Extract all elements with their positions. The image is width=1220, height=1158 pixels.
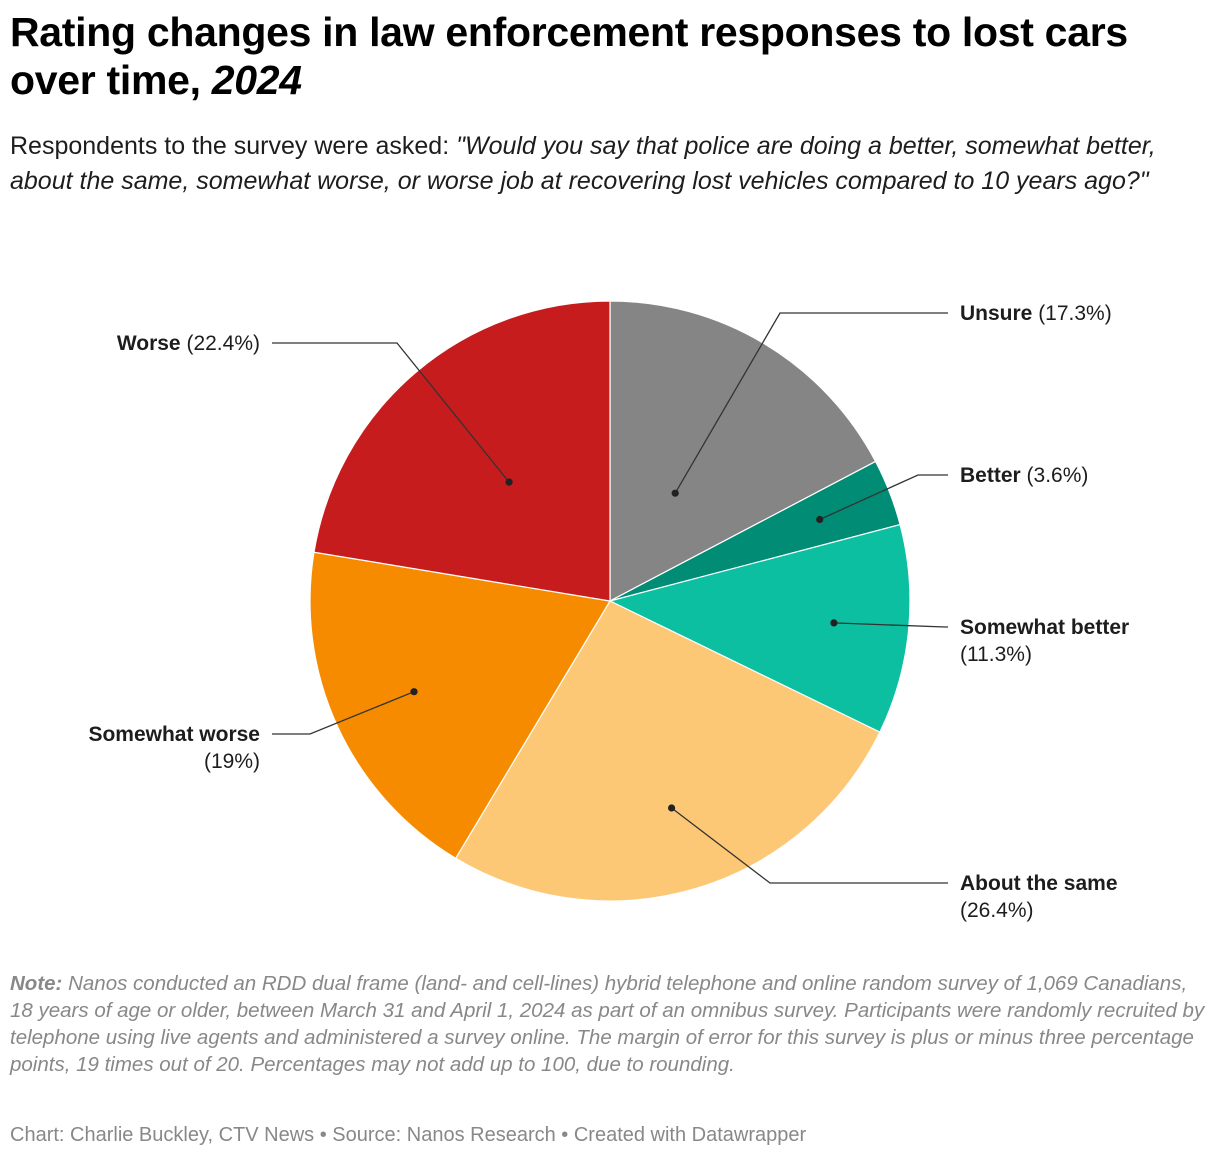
chart-footer: Chart: Charlie Buckley, CTV News • Sourc… xyxy=(10,1124,807,1146)
slice-label-value: (22.4%) xyxy=(181,332,260,355)
slice-label-value: (17.3%) xyxy=(1032,302,1111,325)
pie-slice-about-the-same xyxy=(454,600,881,902)
note-text: Nanos conducted an RDD dual frame (land-… xyxy=(10,972,1205,1076)
slice-label-unsure: Unsure (17.3%) xyxy=(960,302,1112,325)
slice-label-value: (19%) xyxy=(204,750,260,773)
leader-dot-worse xyxy=(505,478,513,486)
slice-labels: Unsure (17.3%) Better (3.6%) Somewhat bett… xyxy=(88,302,1129,922)
slice-label-worse: Worse (22.4%) xyxy=(117,332,260,355)
leader-dot-somewhat-better xyxy=(830,619,838,627)
chart-title: Rating changes in law enforcement respon… xyxy=(10,8,1210,104)
slice-label-name: Unsure xyxy=(960,302,1032,325)
leader-line-better xyxy=(819,474,948,521)
leader-dot-somewhat-worse xyxy=(410,688,418,696)
chart-subtitle: Respondents to the survey were asked: "W… xyxy=(10,129,1210,199)
leader-line-somewhat-better xyxy=(833,622,948,628)
slice-label-name: Somewhat worse xyxy=(88,723,260,746)
pie-chart: Unsure (17.3%) Better (3.6%) Somewhat bett… xyxy=(88,300,1129,922)
slice-label-somewhat-better: Somewhat better (11.3%) xyxy=(960,616,1129,666)
subtitle-lead: Respondents to the survey were asked: xyxy=(10,132,450,160)
leader-line-unsure xyxy=(674,312,948,494)
chart-title-main: Rating changes in law enforcement respon… xyxy=(10,9,1128,103)
slice-label-name: Worse xyxy=(117,332,181,355)
pie-slice-worse xyxy=(313,300,611,602)
leader-line-about-the-same xyxy=(671,807,948,884)
pie-slice-somewhat-better xyxy=(608,523,911,733)
pie-slice-somewhat-worse xyxy=(309,551,611,860)
chart-note: Note: Nanos conducted an RDD dual frame … xyxy=(10,970,1210,1078)
subtitle-question: "Would you say that police are doing a b… xyxy=(10,132,1156,195)
leader-dot-about-the-same xyxy=(668,804,676,812)
slice-label-name: Better xyxy=(960,464,1021,487)
slice-label-value: (11.3%) xyxy=(960,643,1032,666)
slice-label-name: About the same xyxy=(960,872,1118,895)
label-leaders xyxy=(272,312,948,884)
slice-label-name: Somewhat better xyxy=(960,616,1129,639)
leader-line-somewhat-worse xyxy=(272,691,415,735)
pie-slices xyxy=(309,300,911,902)
leader-line-worse xyxy=(272,342,510,483)
leader-dot-unsure xyxy=(671,489,679,497)
leader-dot-better xyxy=(816,515,824,524)
note-label: Note: xyxy=(10,972,63,995)
pie-slice-unsure xyxy=(609,300,877,602)
slice-label-about-the-same: About the same (26.4%) xyxy=(960,872,1118,922)
chart-title-year: 2024 xyxy=(211,57,302,103)
slice-label-somewhat-worse: Somewhat worse (19%) xyxy=(88,723,260,773)
slice-label-better: Better (3.6%) xyxy=(960,464,1088,487)
slice-label-value: (26.4%) xyxy=(960,899,1034,922)
slice-label-value: (3.6%) xyxy=(1021,464,1089,487)
